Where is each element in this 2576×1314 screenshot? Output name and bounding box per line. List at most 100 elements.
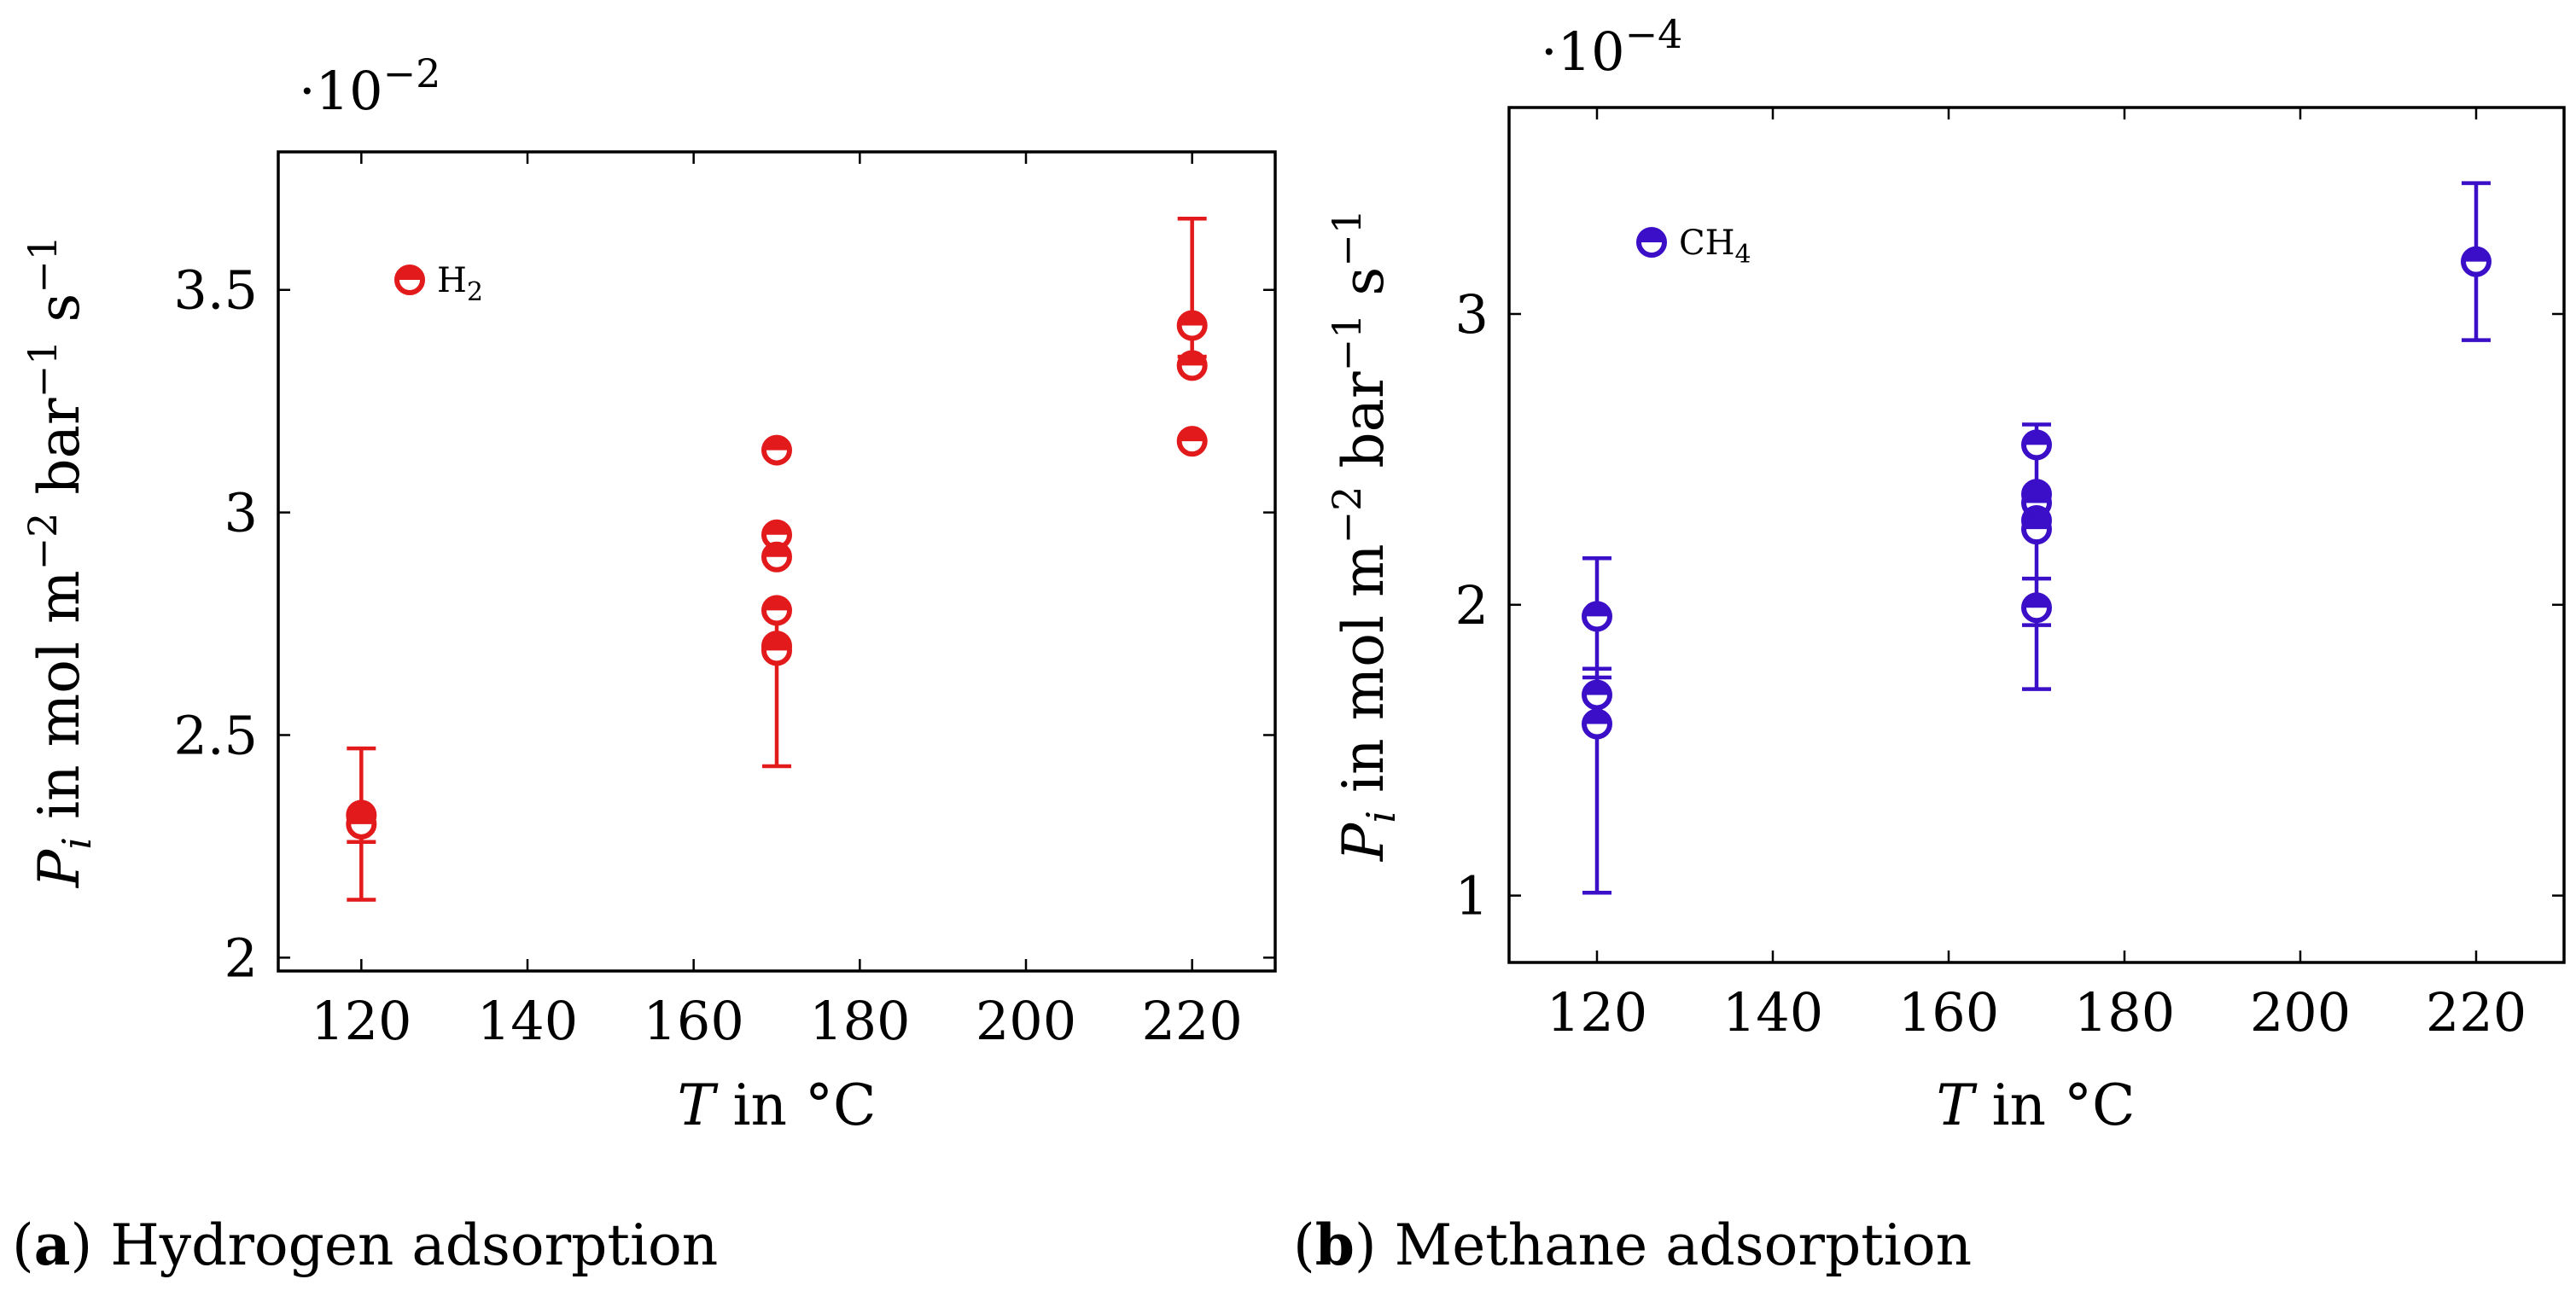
x-tick-label: 180 [809,990,910,1052]
marker-fill [764,521,790,535]
legend-label-sub: 2 [467,277,483,307]
caption-text: Hydrogen adsorption [92,1212,718,1278]
marker-fill [1584,603,1610,617]
marker-fill [1179,428,1205,442]
x-tick-label: 120 [311,990,411,1052]
data-point [1176,426,1208,457]
plot-frame [277,150,1277,973]
x-tick-label: 180 [2074,981,2175,1044]
y-axis-var: P [1331,822,1396,862]
marker-fill [1584,682,1610,695]
data-point [1582,601,1612,632]
y-axis-var-sub: i [54,837,100,850]
y-axis-var: P [26,848,92,888]
y-axis-unit-mol-exp: −2 [1324,486,1370,544]
marker-fill [2024,595,2049,608]
marker-fill [764,437,790,451]
x-tick-label: 160 [1898,981,1999,1044]
marker-fill [1584,711,1610,724]
data-point [761,595,792,626]
series-ch4 [1582,181,2491,895]
marker-fill [764,597,790,611]
x-axis-unit: in °C [1973,1073,2135,1138]
legend-label-main: CH [1679,224,1735,263]
marker-fill [397,267,423,280]
data-point [1176,350,1208,381]
legend-label-main: H [437,261,467,300]
x-tick-label: 200 [976,990,1076,1052]
y-tick-label: 3.5 [173,259,258,322]
y-tick-label: 2.5 [173,704,258,766]
y-axis-unit-bar-exp: −1 [20,340,66,398]
y-axis-in: in [1331,720,1396,811]
y-axis-unit-mol: mol m [1331,544,1396,720]
subfigure-caption: (b) Methane adsorption [1293,1212,1972,1278]
y-axis-in: in [26,747,92,837]
y-axis-unit-s-exp: −1 [20,235,66,294]
data-point [2461,246,2491,277]
plot-frame [1507,106,2566,964]
y-axis-unit-s: s [1331,267,1396,314]
data-point [2021,429,2052,461]
data-point [761,541,792,573]
marker-fill [2024,490,2049,503]
caption-close-paren: ) [1355,1212,1377,1278]
marker-fill [764,637,790,651]
data-point [2021,514,2052,545]
data-point [761,519,792,550]
data-point [1582,708,1612,740]
marker-fill [2463,248,2489,262]
axis-exponent: ·10−2 [299,50,440,122]
y-axis-unit-bar: bar [1331,371,1396,486]
x-tick-label: 220 [2426,981,2526,1044]
marker-fill [2024,516,2049,530]
data-point [346,808,377,840]
marker-fill [1179,312,1205,326]
x-tick-label: 160 [643,990,743,1052]
legend-marker [394,265,425,295]
marker-fill [2024,432,2049,445]
y-tick-label: 3 [1455,283,1489,346]
y-axis-unit-bar: bar [26,398,92,513]
x-axis-title: T in °C [1936,1073,2135,1138]
y-axis-unit-s: s [26,294,92,340]
y-axis-unit-mol: mol m [26,570,92,747]
x-tick-label: 140 [477,990,578,1052]
y-axis-unit-s-exp: −1 [1324,209,1370,267]
x-axis-unit: in °C [714,1073,876,1138]
y-axis-unit-mol-exp: −2 [20,513,66,571]
y-tick-label: 2 [224,927,258,989]
y-tick-label: 2 [1455,574,1489,637]
caption-close-paren: ) [71,1212,93,1278]
x-axis-var: T [1936,1073,1978,1138]
y-axis-unit-bar-exp: −1 [1324,314,1370,372]
x-tick-label: 200 [2250,981,2351,1044]
data-point [761,635,792,666]
data-point [1582,679,1612,711]
legend-label-sub: 4 [1735,240,1751,270]
exponent-base: ·10 [1541,20,1625,83]
data-point [2021,592,2052,624]
chart-methane-adsorption: 120 140 160 180 200 220 1 2 3 ·10−4 T in °C Pi in m… [1293,11,2566,1278]
x-tick-label: 140 [1722,981,1823,1044]
caption-open-paren: ( [12,1212,34,1278]
legend-label: CH4 [1679,224,1751,270]
exponent-power: −2 [383,50,441,96]
marker-fill [1179,352,1205,366]
data-point [1176,310,1208,341]
caption-open-paren: ( [1293,1212,1315,1278]
axis-exponent: ·10−4 [1541,11,1682,83]
x-tick-label: 120 [1547,981,1647,1044]
caption-text: Methane adsorption [1377,1212,1972,1278]
legend-label: H2 [437,261,483,307]
data-point [761,434,792,466]
y-tick-label: 1 [1455,865,1489,927]
exponent-power: −4 [1625,11,1683,57]
exponent-base: ·10 [299,60,383,122]
marker-fill [764,544,790,557]
legend-marker [1636,227,1667,258]
series-h2 [346,217,1208,902]
marker-fill [348,811,375,824]
